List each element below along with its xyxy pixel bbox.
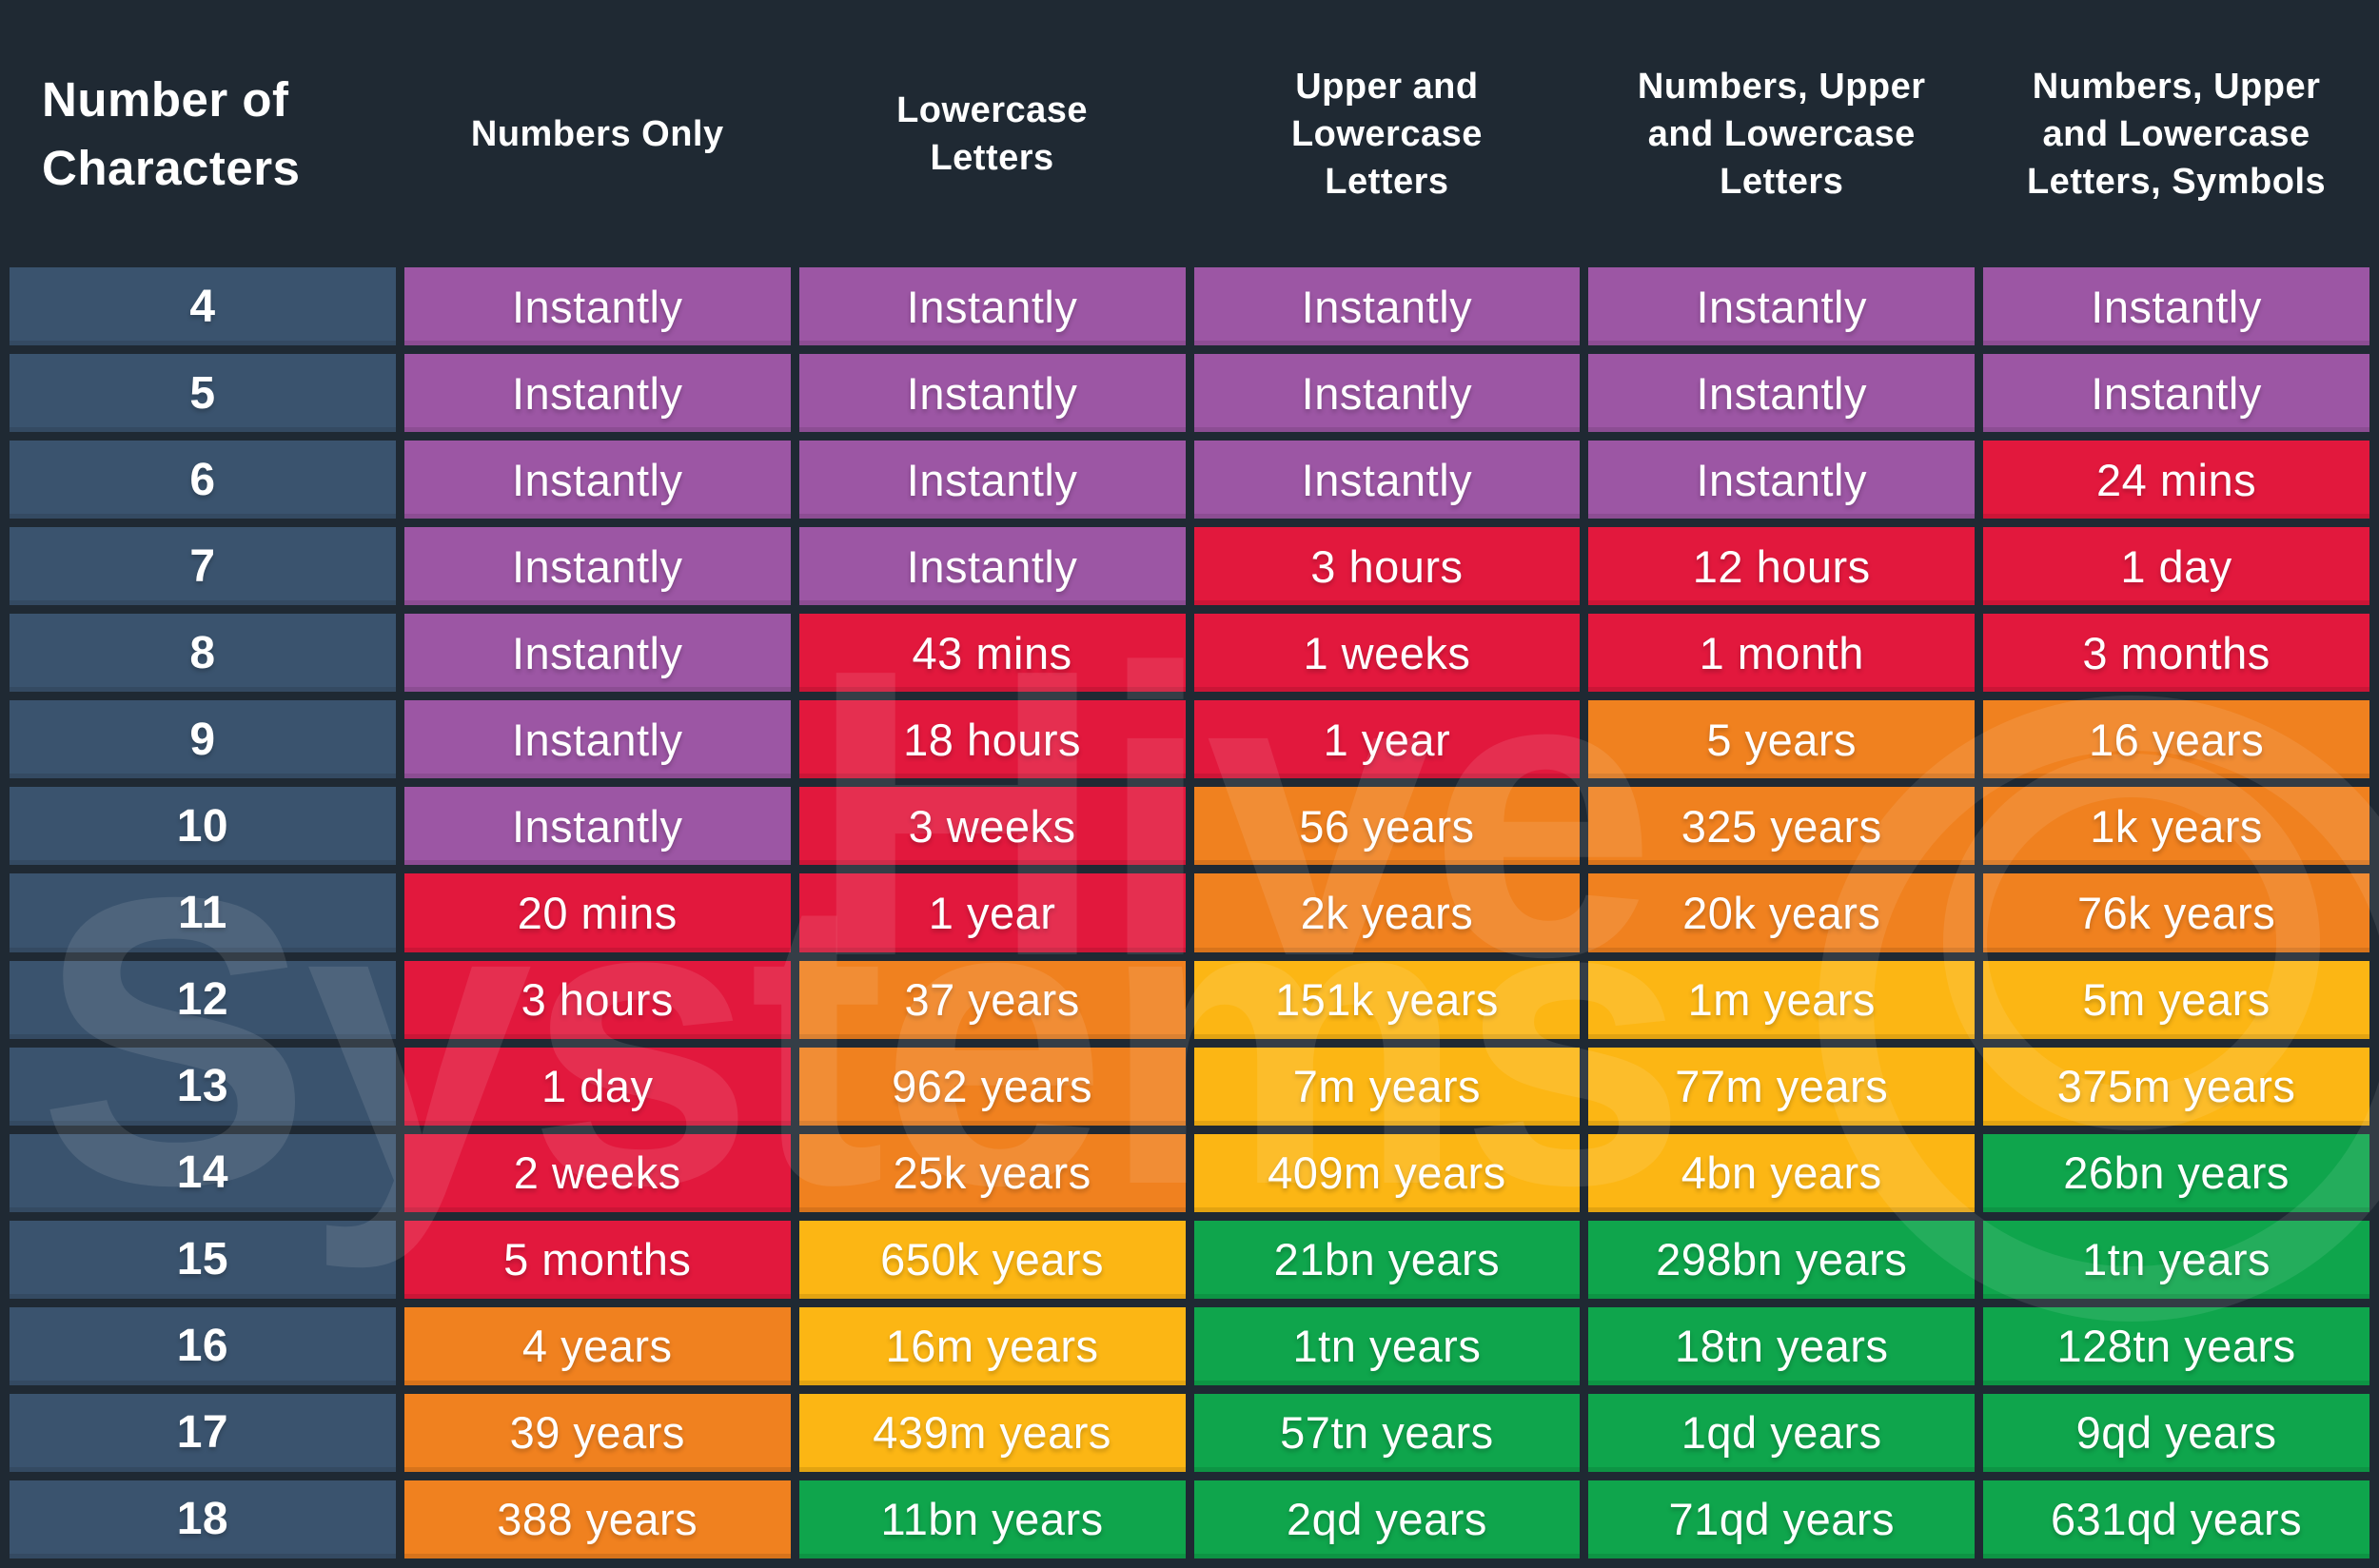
crack-time-cell: 1 year <box>1193 700 1581 779</box>
crack-time-cell: 2 weeks <box>403 1133 791 1212</box>
crack-time-cell: Instantly <box>1588 267 1976 346</box>
crack-time-cell: 962 years <box>798 1047 1186 1126</box>
crack-time-cell: Instantly <box>1588 441 1976 519</box>
crack-time-cell: 37 years <box>798 960 1186 1039</box>
crack-time-cell: 56 years <box>1193 787 1581 866</box>
crack-time-cell: 25k years <box>798 1133 1186 1212</box>
row-character-count: 12 <box>10 960 396 1039</box>
crack-time-cell: Instantly <box>798 441 1186 519</box>
crack-time-cell: Instantly <box>403 441 791 519</box>
crack-time-cell: 5 months <box>403 1220 791 1299</box>
row-character-count: 16 <box>10 1306 396 1385</box>
column-header-number-of-characters: Number of Characters <box>42 71 301 195</box>
crack-time-cell: Instantly <box>1983 267 2369 346</box>
crack-time-cell: Instantly <box>403 527 791 606</box>
crack-time-cell: 57tn years <box>1193 1393 1581 1472</box>
crack-time-cell: 151k years <box>1193 960 1581 1039</box>
crack-time-cell: 43 mins <box>798 614 1186 693</box>
crack-time-cell: Instantly <box>798 267 1186 346</box>
crack-time-cell: Instantly <box>403 614 791 693</box>
crack-time-cell: 409m years <box>1193 1133 1581 1212</box>
crack-time-cell: 24 mins <box>1983 441 2369 519</box>
crack-time-cell: 21bn years <box>1193 1220 1581 1299</box>
row-character-count: 13 <box>10 1047 396 1126</box>
crack-time-cell: 1tn years <box>1193 1306 1581 1385</box>
crack-time-cell: 9qd years <box>1983 1393 2369 1472</box>
crack-time-cell: 18tn years <box>1588 1306 1976 1385</box>
crack-time-cell: 4 years <box>403 1306 791 1385</box>
row-character-count: 8 <box>10 614 396 693</box>
crack-time-cell: Instantly <box>403 267 791 346</box>
crack-time-cell: Instantly <box>1193 441 1581 519</box>
crack-time-cell: 2qd years <box>1193 1480 1581 1558</box>
crack-time-cell: 128tn years <box>1983 1306 2369 1385</box>
crack-time-cell: Instantly <box>403 700 791 779</box>
crack-time-cell: 375m years <box>1983 1047 2369 1126</box>
row-character-count: 7 <box>10 527 396 606</box>
crack-time-cell: Instantly <box>1193 267 1581 346</box>
crack-time-cell: 1k years <box>1983 787 2369 866</box>
row-character-count: 14 <box>10 1133 396 1212</box>
row-character-count: 17 <box>10 1393 396 1472</box>
crack-time-cell: 39 years <box>403 1393 791 1472</box>
crack-time-cell: 4bn years <box>1588 1133 1976 1212</box>
crack-time-cell: 11bn years <box>798 1480 1186 1558</box>
crack-time-cell: 1tn years <box>1983 1220 2369 1299</box>
row-character-count: 18 <box>10 1480 396 1558</box>
crack-time-cell: 1 year <box>798 873 1186 952</box>
crack-time-cell: 650k years <box>798 1220 1186 1299</box>
column-header: Lowercase Letters <box>896 89 1089 178</box>
crack-time-cell: 1 day <box>403 1047 791 1126</box>
column-header: Numbers, Upper and Lowercase Letters <box>1637 66 1926 203</box>
crack-time-cell: 26bn years <box>1983 1133 2369 1212</box>
column-header: Numbers Only <box>470 113 724 154</box>
crack-time-cell: 1qd years <box>1588 1393 1976 1472</box>
crack-time-cell: 1 month <box>1588 614 1976 693</box>
crack-time-cell: Instantly <box>1193 354 1581 433</box>
row-character-count: 6 <box>10 441 396 519</box>
crack-time-cell: 1 weeks <box>1193 614 1581 693</box>
crack-time-cell: 3 hours <box>1193 527 1581 606</box>
crack-time-cell: 3 hours <box>403 960 791 1039</box>
crack-time-cell: 388 years <box>403 1480 791 1558</box>
crack-time-cell: Instantly <box>403 787 791 866</box>
crack-time-cell: 71qd years <box>1588 1480 1976 1558</box>
crack-time-cell: Instantly <box>798 527 1186 606</box>
crack-time-cell: 298bn years <box>1588 1220 1976 1299</box>
crack-time-cell: 20 mins <box>403 873 791 952</box>
crack-time-cell: 631qd years <box>1983 1480 2369 1558</box>
crack-time-cell: 3 weeks <box>798 787 1186 866</box>
crack-time-cell: 2k years <box>1193 873 1581 952</box>
crack-time-cell: 439m years <box>798 1393 1186 1472</box>
row-character-count: 4 <box>10 267 396 346</box>
crack-time-cell: 3 months <box>1983 614 2369 693</box>
crack-time-cell: Instantly <box>403 354 791 433</box>
crack-time-cell: 5 years <box>1588 700 1976 779</box>
crack-time-cell: Instantly <box>798 354 1186 433</box>
crack-time-cell: 16 years <box>1983 700 2369 779</box>
crack-time-cell: 325 years <box>1588 787 1976 866</box>
column-header: Numbers, Upper and Lowercase Letters, Sy… <box>2026 66 2327 203</box>
row-character-count: 10 <box>10 787 396 866</box>
crack-time-cell: 16m years <box>798 1306 1186 1385</box>
crack-time-cell: Instantly <box>1588 354 1976 433</box>
column-header: Upper and Lowercase Letters <box>1290 66 1483 203</box>
crack-time-cell: 76k years <box>1983 873 2369 952</box>
crack-time-cell: 1m years <box>1588 960 1976 1039</box>
row-character-count: 9 <box>10 700 396 779</box>
row-character-count: 15 <box>10 1220 396 1299</box>
crack-time-cell: 20k years <box>1588 873 1976 952</box>
row-character-count: 11 <box>10 873 396 952</box>
row-character-count: 5 <box>10 354 396 433</box>
crack-time-cell: 1 day <box>1983 527 2369 606</box>
crack-time-cell: Instantly <box>1983 354 2369 433</box>
crack-time-cell: 5m years <box>1983 960 2369 1039</box>
crack-time-cell: 77m years <box>1588 1047 1976 1126</box>
crack-time-cell: 12 hours <box>1588 527 1976 606</box>
crack-time-cell: 7m years <box>1193 1047 1581 1126</box>
crack-time-cell: 18 hours <box>798 700 1186 779</box>
